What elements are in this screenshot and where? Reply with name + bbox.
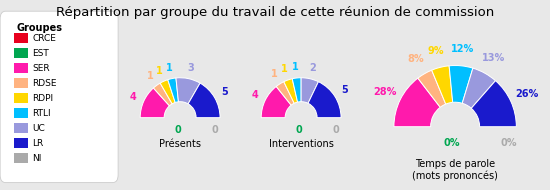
Text: LR: LR [32,139,43,148]
Text: 2: 2 [309,63,316,73]
Text: 4: 4 [252,90,258,101]
Wedge shape [168,78,178,102]
Text: 5: 5 [341,86,348,96]
Text: 26%: 26% [515,89,538,99]
Text: 0: 0 [212,125,219,135]
Text: Présents: Présents [159,139,201,149]
Wedge shape [449,66,473,103]
Text: 4: 4 [130,92,137,102]
Text: NI: NI [32,154,42,163]
Wedge shape [308,82,341,118]
Wedge shape [261,86,291,118]
Text: RTLI: RTLI [32,109,51,118]
FancyBboxPatch shape [0,11,118,183]
Wedge shape [301,78,318,103]
Text: RDPI: RDPI [32,94,53,103]
Text: SER: SER [32,64,50,73]
Text: 0%: 0% [500,138,517,148]
Text: 12%: 12% [451,44,475,54]
Text: 0: 0 [333,125,340,135]
Text: 1: 1 [292,62,299,72]
Wedge shape [432,66,453,104]
Text: 3: 3 [188,63,194,73]
Wedge shape [292,78,301,102]
Text: 28%: 28% [373,87,397,97]
Text: 9%: 9% [428,46,444,56]
Bar [14,153,28,163]
Text: Répartition par groupe du travail de cette réunion de commission: Répartition par groupe du travail de cet… [56,6,494,19]
Bar [14,78,28,88]
Wedge shape [140,88,169,118]
Text: Interventions: Interventions [269,139,333,149]
Wedge shape [394,78,440,127]
Wedge shape [176,78,200,104]
Bar [14,63,28,73]
Wedge shape [418,70,446,107]
Text: CRCE: CRCE [32,34,56,43]
Text: 0%: 0% [444,138,460,148]
Text: 0: 0 [296,125,303,135]
Text: 1: 1 [281,64,288,74]
Wedge shape [284,79,298,103]
Text: EST: EST [32,49,49,58]
Wedge shape [160,80,175,104]
Text: 13%: 13% [482,53,505,63]
Text: Groupes: Groupes [16,23,62,33]
Wedge shape [188,83,220,118]
Text: 1: 1 [271,69,277,79]
Text: 1: 1 [166,63,173,73]
Wedge shape [462,68,496,108]
Bar [14,138,28,148]
Wedge shape [276,82,294,105]
Wedge shape [153,83,172,106]
Text: 5: 5 [221,87,228,97]
Text: RDSE: RDSE [32,79,57,88]
Text: 0: 0 [175,125,182,135]
Bar [14,33,28,44]
Text: 1: 1 [156,66,163,76]
Bar [14,108,28,118]
Text: 1: 1 [147,71,153,81]
Text: 8%: 8% [408,54,424,64]
Text: UC: UC [32,124,45,133]
Bar [14,93,28,103]
Text: Temps de parole
(mots prononcés): Temps de parole (mots prononcés) [412,159,498,181]
Bar [14,48,28,58]
Wedge shape [471,81,516,127]
Bar [14,123,28,133]
